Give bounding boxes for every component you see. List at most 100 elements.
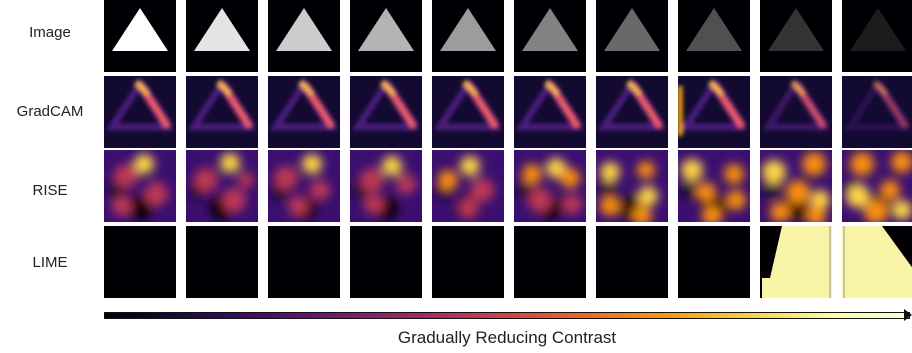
gradcam-tile-4 (350, 76, 422, 148)
gradcam-thumbnail-4 (350, 76, 422, 148)
triangle-shape (194, 8, 250, 51)
image-tile-8 (678, 0, 750, 72)
rise-tile-8 (678, 150, 750, 222)
row-label-rise: RISE (32, 182, 68, 199)
gradcam-tile-1 (104, 76, 176, 148)
rise-tile-10 (842, 150, 912, 222)
image-tile-1 (104, 0, 176, 72)
gradcam-thumbnail-6 (514, 76, 586, 148)
image-thumbnail-8 (678, 0, 750, 72)
image-tile-9 (760, 0, 832, 72)
lime-tile-3 (268, 226, 340, 298)
rise-thumbnail-6 (514, 150, 586, 222)
lime-thumbnail-10 (842, 226, 912, 298)
lime-thumbnail-7 (596, 226, 668, 298)
triangle-shape (604, 8, 660, 51)
rise-thumbnail-3 (268, 150, 340, 222)
row-label-lime: LIME (32, 254, 68, 271)
lime-superpixel-mask (842, 226, 912, 298)
rise-thumbnail-1 (104, 150, 176, 222)
image-thumbnail-6 (514, 0, 586, 72)
gradcam-tile-9 (760, 76, 832, 148)
row-label-image: Image (29, 24, 71, 41)
lime-tile-4 (350, 226, 422, 298)
gradcam-tile-6 (514, 76, 586, 148)
lime-thumbnail-9 (760, 226, 832, 298)
gradcam-thumbnail-2 (186, 76, 258, 148)
image-thumbnail-7 (596, 0, 668, 72)
lime-tile-9 (760, 226, 832, 298)
lime-tile-2 (186, 226, 258, 298)
lime-superpixel-mask (762, 226, 832, 298)
lime-thumbnail-2 (186, 226, 258, 298)
image-thumbnail-1 (104, 0, 176, 72)
lime-thumbnail-6 (514, 226, 586, 298)
triangle-shape (358, 8, 414, 51)
gradcam-thumbnail-5 (432, 76, 504, 148)
gradcam-tile-3 (268, 76, 340, 148)
rise-tile-9 (760, 150, 832, 222)
gradcam-tile-7 (596, 76, 668, 148)
triangle-shape (850, 8, 906, 51)
gradcam-thumbnail-9 (760, 76, 832, 148)
gradcam-thumbnail-10 (842, 76, 912, 148)
lime-tile-10 (842, 226, 912, 298)
rise-tile-5 (432, 150, 504, 222)
gradcam-thumbnail-3 (268, 76, 340, 148)
rise-tile-7 (596, 150, 668, 222)
lime-tile-6 (514, 226, 586, 298)
contrast-colorbar (104, 312, 910, 319)
gradcam-thumbnail-7 (596, 76, 668, 148)
lime-thumbnail-8 (678, 226, 750, 298)
gradcam-tile-2 (186, 76, 258, 148)
triangle-shape (276, 8, 332, 51)
rise-tile-4 (350, 150, 422, 222)
triangle-shape (768, 8, 824, 51)
rise-thumbnail-8 (678, 150, 750, 222)
gradcam-thumbnail-8 (678, 76, 750, 148)
rise-tile-2 (186, 150, 258, 222)
rise-thumbnail-10 (842, 150, 912, 222)
triangle-shape (440, 8, 496, 51)
triangle-shape (522, 8, 578, 51)
rise-thumbnail-7 (596, 150, 668, 222)
lime-thumbnail-3 (268, 226, 340, 298)
lime-tile-8 (678, 226, 750, 298)
image-tile-4 (350, 0, 422, 72)
lime-tile-5 (432, 226, 504, 298)
lime-tile-1 (104, 226, 176, 298)
lime-thumbnail-5 (432, 226, 504, 298)
gradcam-tile-5 (432, 76, 504, 148)
image-tile-2 (186, 0, 258, 72)
triangle-shape (112, 8, 168, 51)
image-thumbnail-2 (186, 0, 258, 72)
lime-thumbnail-1 (104, 226, 176, 298)
image-thumbnail-10 (842, 0, 912, 72)
image-thumbnail-4 (350, 0, 422, 72)
image-tile-10 (842, 0, 912, 72)
image-tile-7 (596, 0, 668, 72)
rise-thumbnail-2 (186, 150, 258, 222)
rise-tile-6 (514, 150, 586, 222)
gradcam-tile-10 (842, 76, 912, 148)
rise-thumbnail-4 (350, 150, 422, 222)
rise-thumbnail-9 (760, 150, 832, 222)
lime-thumbnail-4 (350, 226, 422, 298)
contrast-arrow-icon (904, 309, 912, 321)
triangle-shape (686, 8, 742, 51)
rise-tile-1 (104, 150, 176, 222)
gradcam-tile-8 (678, 76, 750, 148)
gradcam-thumbnail-1 (104, 76, 176, 148)
image-tile-6 (514, 0, 586, 72)
image-tile-5 (432, 0, 504, 72)
row-label-gradcam: GradCAM (16, 103, 84, 120)
rise-thumbnail-5 (432, 150, 504, 222)
image-tile-3 (268, 0, 340, 72)
lime-tile-7 (596, 226, 668, 298)
image-thumbnail-9 (760, 0, 832, 72)
rise-tile-3 (268, 150, 340, 222)
contrast-caption: Gradually Reducing Contrast (397, 328, 617, 347)
image-thumbnail-3 (268, 0, 340, 72)
image-thumbnail-5 (432, 0, 504, 72)
